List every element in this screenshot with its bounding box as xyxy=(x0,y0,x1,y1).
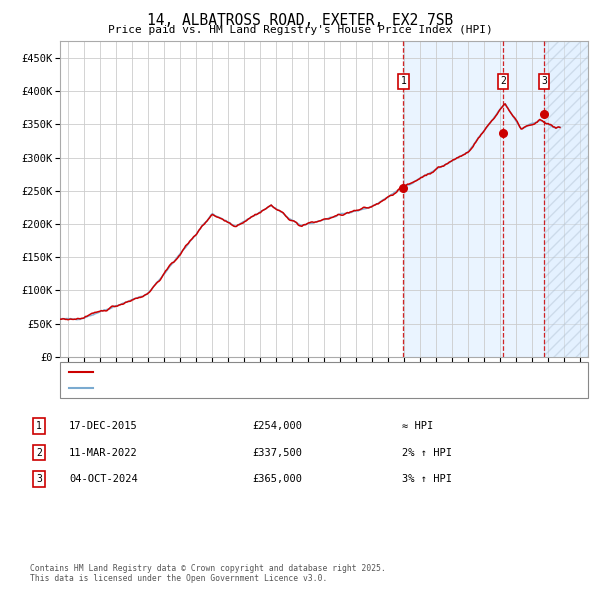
Text: 2: 2 xyxy=(500,76,506,86)
Text: £365,000: £365,000 xyxy=(252,474,302,484)
Text: £337,500: £337,500 xyxy=(252,448,302,457)
Text: 14, ALBATROSS ROAD, EXETER, EX2 7SB: 14, ALBATROSS ROAD, EXETER, EX2 7SB xyxy=(147,13,453,28)
Text: 1: 1 xyxy=(400,76,406,86)
Text: 17-DEC-2015: 17-DEC-2015 xyxy=(69,421,138,431)
Text: 2% ↑ HPI: 2% ↑ HPI xyxy=(402,448,452,457)
Text: ≈ HPI: ≈ HPI xyxy=(402,421,433,431)
Text: £254,000: £254,000 xyxy=(252,421,302,431)
Bar xyxy=(544,41,588,357)
Text: HPI: Average price, semi-detached house, Exeter: HPI: Average price, semi-detached house,… xyxy=(99,383,375,393)
Text: 1: 1 xyxy=(36,421,42,431)
Text: Contains HM Land Registry data © Crown copyright and database right 2025.
This d: Contains HM Land Registry data © Crown c… xyxy=(30,563,386,583)
Text: 3: 3 xyxy=(541,76,547,86)
Text: 14, ALBATROSS ROAD, EXETER, EX2 7SB (semi-detached house): 14, ALBATROSS ROAD, EXETER, EX2 7SB (sem… xyxy=(99,367,434,377)
Bar xyxy=(403,41,588,357)
Text: 3: 3 xyxy=(36,474,42,484)
Text: 3% ↑ HPI: 3% ↑ HPI xyxy=(402,474,452,484)
Text: 2: 2 xyxy=(36,448,42,457)
Text: Price paid vs. HM Land Registry's House Price Index (HPI): Price paid vs. HM Land Registry's House … xyxy=(107,25,493,35)
Text: 11-MAR-2022: 11-MAR-2022 xyxy=(69,448,138,457)
Text: 04-OCT-2024: 04-OCT-2024 xyxy=(69,474,138,484)
